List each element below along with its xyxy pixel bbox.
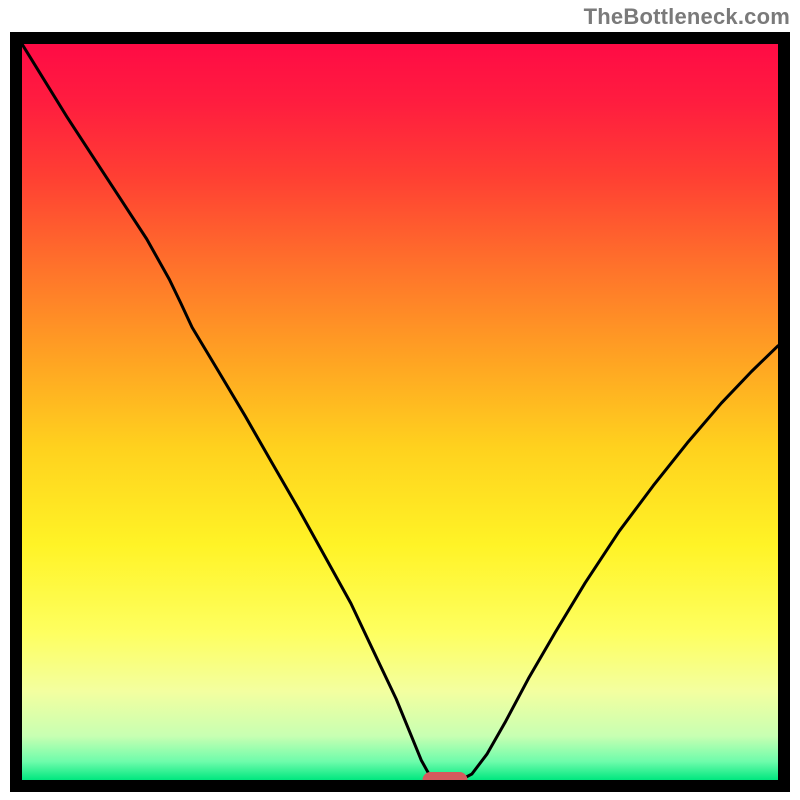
bottleneck-chart: TheBottleneck.com <box>0 0 800 800</box>
bottleneck-curve <box>22 44 778 780</box>
plot-frame <box>10 32 790 792</box>
sweet-spot-marker <box>423 772 468 788</box>
watermark-text: TheBottleneck.com <box>584 4 790 30</box>
